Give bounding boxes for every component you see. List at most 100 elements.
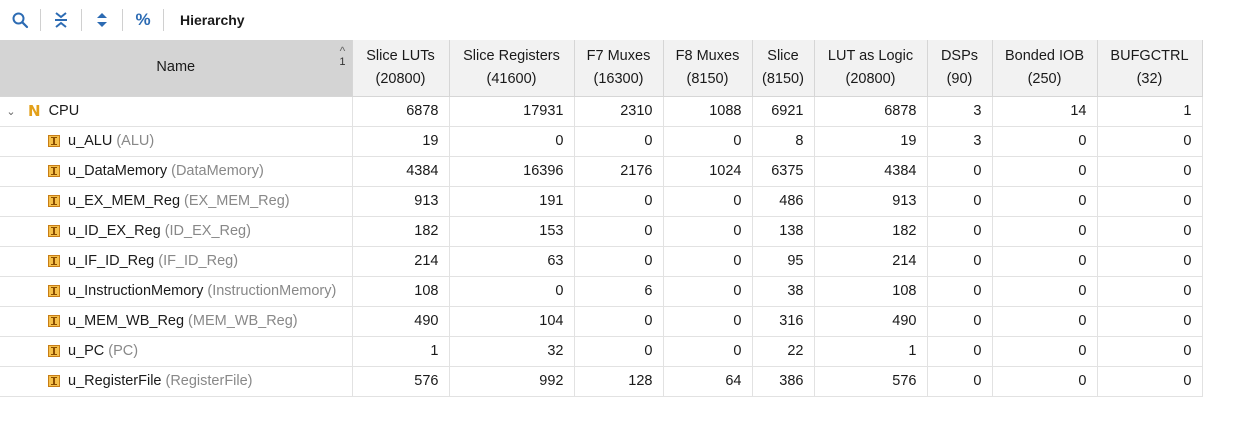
- name-cell: u_MEM_WB_Reg (MEM_WB_Reg): [0, 306, 353, 337]
- value-cell: 8: [752, 126, 815, 157]
- value-cell: 0: [449, 276, 575, 307]
- column-header-lut-as-logic[interactable]: LUT as Logic (20800): [814, 40, 928, 97]
- value-cell: 153: [449, 216, 575, 247]
- value-cell: 913: [352, 186, 450, 217]
- value-cell: 32: [449, 336, 575, 367]
- value-cell: 3: [927, 126, 993, 157]
- value-cell: 0: [992, 336, 1098, 367]
- collapse-all-button[interactable]: [49, 8, 73, 32]
- value-cell: 6878: [814, 96, 928, 127]
- value-cell: 0: [992, 306, 1098, 337]
- value-cell: 3: [927, 96, 993, 127]
- value-cell: 6878: [352, 96, 450, 127]
- value-cell: 38: [752, 276, 815, 307]
- toolbar-separator: [122, 9, 123, 31]
- name-cell: u_ALU (ALU): [0, 126, 353, 157]
- value-cell: 992: [449, 366, 575, 397]
- value-cell: 0: [663, 246, 753, 277]
- value-cell: 0: [927, 366, 993, 397]
- value-cell: 490: [814, 306, 928, 337]
- value-cell: 0: [1097, 156, 1203, 187]
- value-cell: 0: [1097, 306, 1203, 337]
- instance-icon: [48, 165, 60, 177]
- column-header-slice-luts[interactable]: Slice LUTs (20800): [352, 40, 450, 97]
- value-cell: 4384: [814, 156, 928, 187]
- table-row[interactable]: u_ALU (ALU) 19 0 0 0 8 19 3 0 0: [0, 126, 1203, 157]
- table-row-top[interactable]: ⌄ N CPU 6878 17931 2310 1088 6921 6878 3…: [0, 96, 1203, 127]
- percent-toggle-button[interactable]: %: [131, 8, 155, 32]
- value-cell: 104: [449, 306, 575, 337]
- instance-icon: [48, 255, 60, 267]
- value-cell: 0: [663, 336, 753, 367]
- value-cell: 0: [1097, 276, 1203, 307]
- value-cell: 0: [1097, 246, 1203, 277]
- value-cell: 4384: [352, 156, 450, 187]
- search-button[interactable]: [8, 8, 32, 32]
- value-cell: 0: [992, 186, 1098, 217]
- value-cell: 490: [352, 306, 450, 337]
- column-header-bonded-iob[interactable]: Bonded IOB (250): [992, 40, 1098, 97]
- value-cell: 0: [663, 276, 753, 307]
- utilization-table: Name ^ 1 Slice LUTs (20800) Slice Registe…: [0, 40, 1203, 397]
- value-cell: 0: [1097, 336, 1203, 367]
- value-cell: 0: [574, 306, 664, 337]
- column-header-dsps[interactable]: DSPs (90): [927, 40, 993, 97]
- value-cell: 0: [927, 186, 993, 217]
- value-cell: 0: [1097, 126, 1203, 157]
- value-cell: 2176: [574, 156, 664, 187]
- value-cell: 22: [752, 336, 815, 367]
- column-header-slice-registers[interactable]: Slice Registers (41600): [449, 40, 575, 97]
- toolbar-separator: [163, 9, 164, 31]
- value-cell: 0: [1097, 216, 1203, 247]
- value-cell: 0: [1097, 186, 1203, 217]
- table-row[interactable]: u_InstructionMemory (InstructionMemory) …: [0, 276, 1203, 307]
- value-cell: 19: [352, 126, 450, 157]
- column-header-f8-muxes[interactable]: F8 Muxes (8150): [663, 40, 753, 97]
- value-cell: 576: [352, 366, 450, 397]
- value-cell: 108: [814, 276, 928, 307]
- table-row[interactable]: u_EX_MEM_Reg (EX_MEM_Reg) 913 191 0 0 48…: [0, 186, 1203, 217]
- expand-all-icon: [97, 13, 107, 27]
- value-cell: 0: [663, 186, 753, 217]
- value-cell: 214: [814, 246, 928, 277]
- percent-icon: %: [135, 10, 151, 29]
- value-cell: 386: [752, 366, 815, 397]
- value-cell: 182: [352, 216, 450, 247]
- column-header-name[interactable]: Name ^ 1: [0, 40, 353, 97]
- name-cell: u_RegisterFile (RegisterFile): [0, 366, 353, 397]
- value-cell: 0: [663, 306, 753, 337]
- sort-ascending-icon: ^: [339, 44, 346, 58]
- column-header-f7-muxes[interactable]: F7 Muxes (16300): [574, 40, 664, 97]
- value-cell: 0: [1097, 366, 1203, 397]
- table-row[interactable]: u_IF_ID_Reg (IF_ID_Reg) 214 63 0 0 95 21…: [0, 246, 1203, 277]
- value-cell: 0: [927, 276, 993, 307]
- value-cell: 0: [992, 366, 1098, 397]
- instance-icon: [48, 195, 60, 207]
- value-cell: 0: [927, 216, 993, 247]
- value-cell: 0: [992, 216, 1098, 247]
- expand-all-button[interactable]: [90, 8, 114, 32]
- instance-icon: [48, 345, 60, 357]
- column-header-bufgctrl[interactable]: BUFGCTRL (32): [1097, 40, 1203, 97]
- table-row[interactable]: u_ID_EX_Reg (ID_EX_Reg) 182 153 0 0 138 …: [0, 216, 1203, 247]
- panel-title: Hierarchy: [180, 12, 245, 28]
- value-cell: 95: [752, 246, 815, 277]
- value-cell: 128: [574, 366, 664, 397]
- column-header-slice[interactable]: Slice (8150): [752, 40, 815, 97]
- table-row[interactable]: u_DataMemory (DataMemory) 4384 16396 217…: [0, 156, 1203, 187]
- name-cell: ⌄ N CPU: [0, 96, 353, 127]
- value-cell: 182: [814, 216, 928, 247]
- chevron-down-icon[interactable]: ⌄: [6, 105, 16, 118]
- value-cell: 486: [752, 186, 815, 217]
- table-row[interactable]: u_RegisterFile (RegisterFile) 576 992 12…: [0, 366, 1203, 397]
- search-icon: [12, 12, 29, 29]
- value-cell: 14: [992, 96, 1098, 127]
- table-row[interactable]: u_MEM_WB_Reg (MEM_WB_Reg) 490 104 0 0 31…: [0, 306, 1203, 337]
- value-cell: 576: [814, 366, 928, 397]
- value-cell: 0: [574, 126, 664, 157]
- name-cell: u_PC (PC): [0, 336, 353, 367]
- value-cell: 214: [352, 246, 450, 277]
- value-cell: 64: [663, 366, 753, 397]
- table-row[interactable]: u_PC (PC) 1 32 0 0 22 1 0 0 0: [0, 336, 1203, 367]
- name-cell: u_DataMemory (DataMemory): [0, 156, 353, 187]
